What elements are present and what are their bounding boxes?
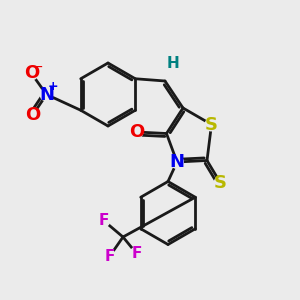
Text: F: F	[131, 246, 142, 261]
Circle shape	[205, 118, 218, 131]
Circle shape	[171, 156, 183, 168]
Circle shape	[214, 177, 227, 189]
Circle shape	[27, 108, 39, 121]
Text: O: O	[26, 106, 40, 124]
Text: O: O	[129, 123, 144, 141]
Text: F: F	[104, 249, 115, 264]
Circle shape	[97, 214, 110, 227]
Circle shape	[40, 88, 53, 101]
Circle shape	[130, 247, 143, 260]
Text: N: N	[39, 85, 54, 103]
Text: S: S	[205, 116, 218, 134]
Circle shape	[166, 57, 179, 69]
Text: H: H	[166, 56, 179, 70]
Text: F: F	[98, 213, 109, 228]
Circle shape	[130, 126, 143, 138]
Circle shape	[103, 250, 116, 263]
Text: S: S	[214, 174, 227, 192]
Text: −: −	[32, 60, 43, 74]
Circle shape	[25, 67, 38, 80]
Text: N: N	[169, 153, 184, 171]
Text: +: +	[48, 80, 58, 93]
Text: O: O	[24, 64, 39, 82]
